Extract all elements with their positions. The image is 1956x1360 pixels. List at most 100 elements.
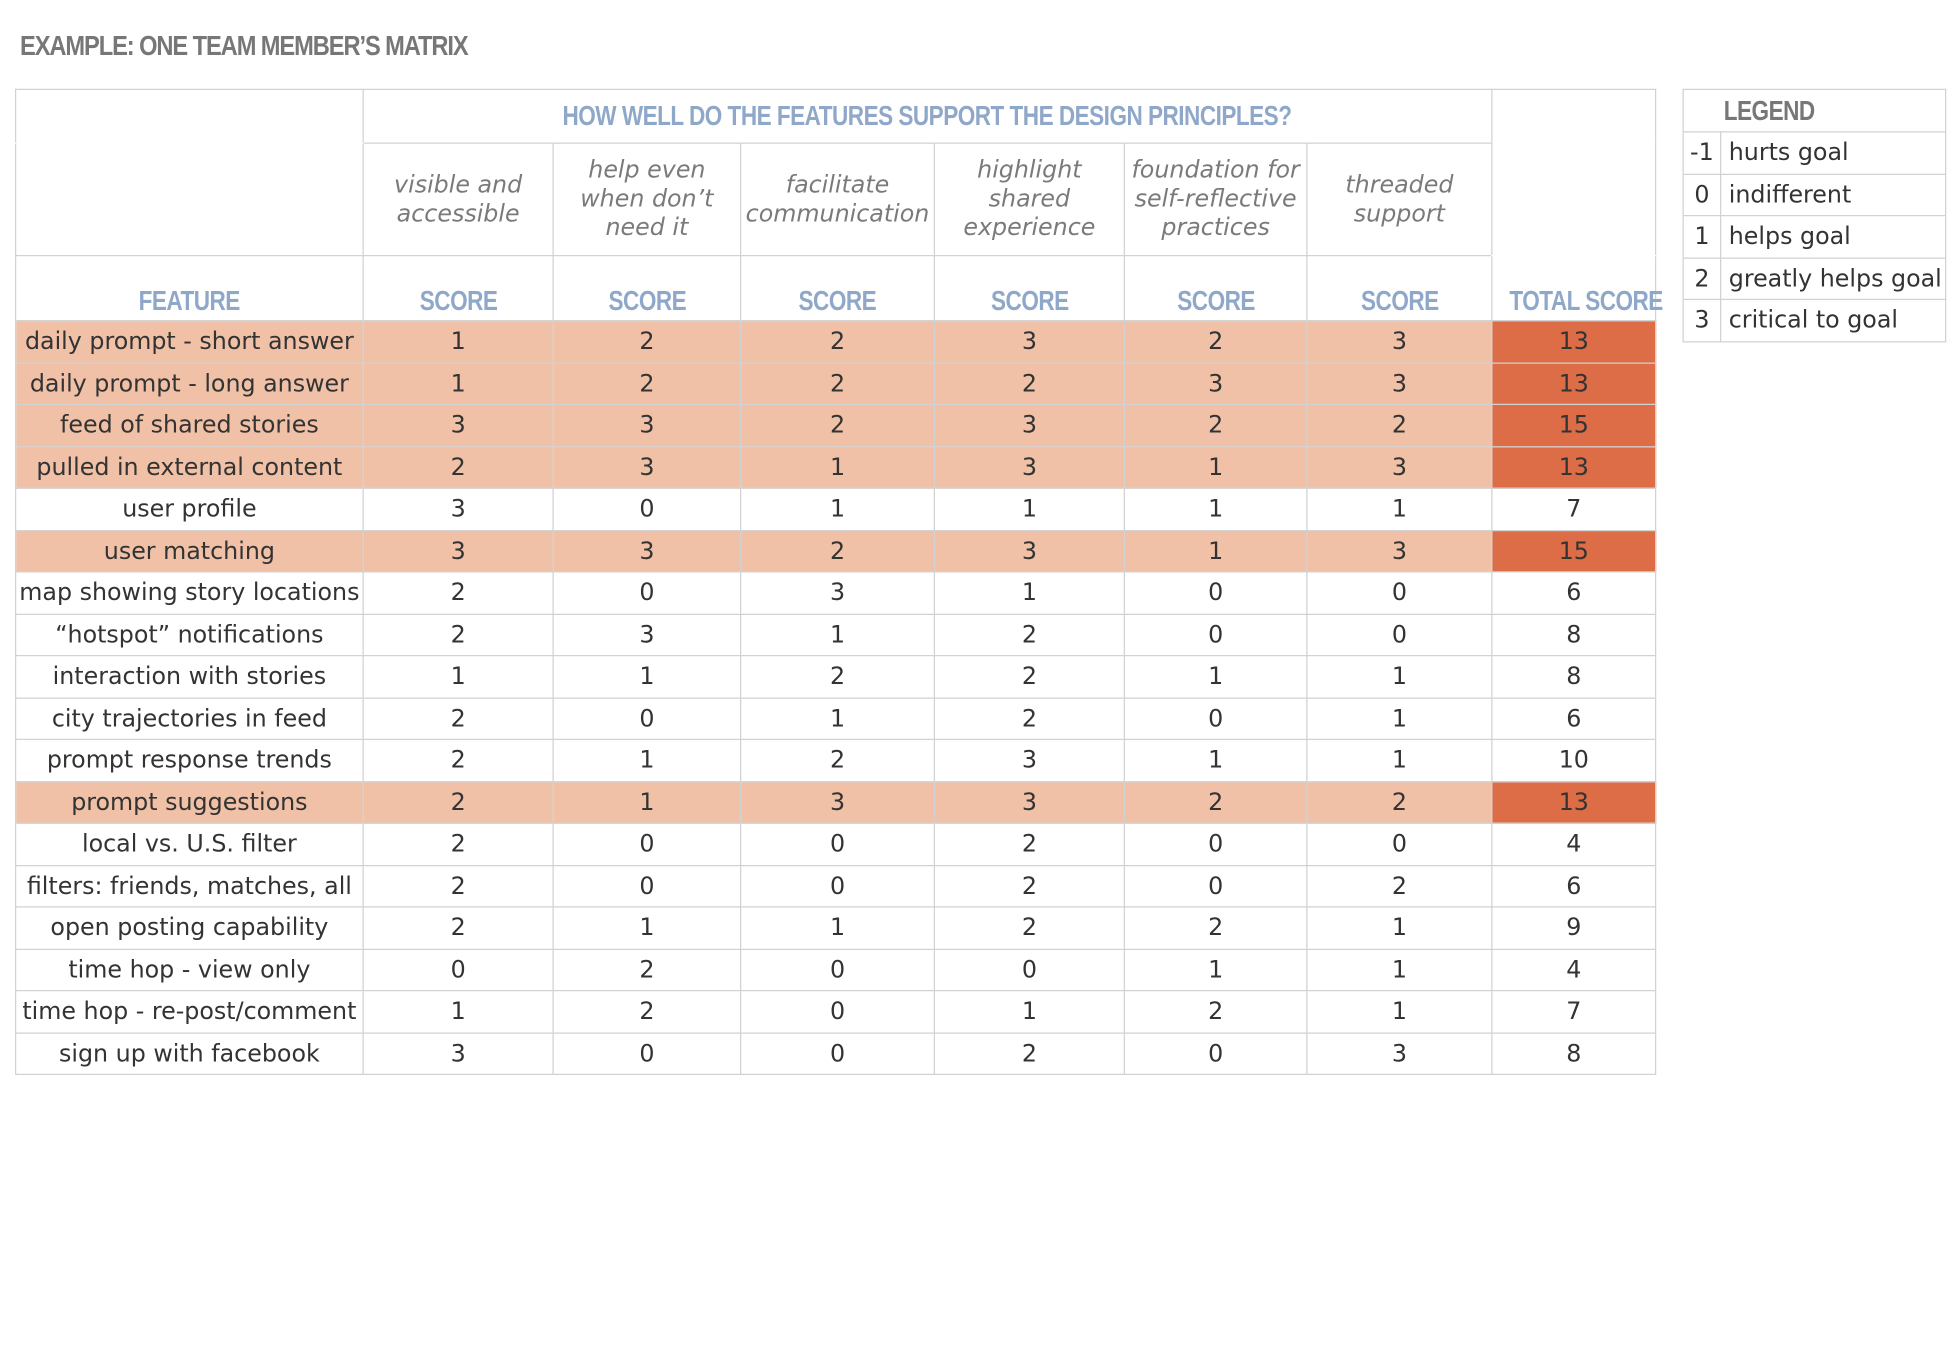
score-cell: 2 [362,822,554,866]
table-row: map showing story locations 2 0 3 1 0 0 6 [15,571,1657,615]
score-cell: 1 [362,655,554,699]
score-column-header-3: SCORE [740,255,935,322]
score-cell: 1 [740,487,935,531]
total-score-cell: 4 [1491,948,1657,992]
score-cell: 0 [1306,613,1493,657]
score-cell: 2 [1123,780,1308,824]
score-cell: 3 [1306,320,1493,364]
score-cell: 1 [740,696,935,740]
score-cell: 2 [933,696,1125,740]
score-cell: 3 [1306,445,1493,489]
score-cell: 2 [362,445,554,489]
score-cell: 3 [1306,361,1493,405]
table-row: local vs. U.S. filter 2 0 0 2 0 0 4 [15,822,1657,866]
score-cell: 0 [1123,696,1308,740]
total-score-cell: 13 [1491,445,1657,489]
score-cell: 3 [933,780,1125,824]
score-cell: 2 [933,655,1125,699]
score-cell: 0 [1123,613,1308,657]
score-cell: 0 [740,864,935,908]
score-cell: 1 [552,906,742,950]
score-cell: 3 [1306,529,1493,573]
table-row: pulled in external content 2 3 1 3 1 3 13 [15,445,1657,489]
score-cell: 2 [740,738,935,782]
score-cell: 3 [552,613,742,657]
score-cell: 1 [1306,738,1493,782]
total-score-cell: 7 [1491,990,1657,1034]
score-cell: 1 [362,990,554,1034]
score-cell: 1 [1306,948,1493,992]
score-cell: 1 [362,320,554,364]
total-score-cell: 8 [1491,655,1657,699]
total-score-cell: 6 [1491,571,1657,615]
score-cell: 2 [362,696,554,740]
score-cell: 0 [933,948,1125,992]
score-cell: 2 [933,1031,1125,1075]
table-row: user matching 3 3 2 3 1 3 15 [15,529,1657,573]
total-score-cell: 8 [1491,613,1657,657]
matrix-page: EXAMPLE: ONE TEAM MEMBER’S MATRIX HOW WE… [15,30,1947,1075]
feature-cell: time hop - view only [15,948,364,992]
score-cell: 0 [552,696,742,740]
principle-header-4: highlight shared experience [933,142,1125,257]
score-cell: 1 [552,780,742,824]
table-row: “hotspot” notifications 2 3 1 2 0 0 8 [15,613,1657,657]
legend-title: LEGEND [1682,88,1947,133]
feature-cell: local vs. U.S. filter [15,822,364,866]
legend-label: indifferent [1720,173,1947,217]
legend-row: 0 indifferent [1682,173,1947,217]
total-score-cell: 15 [1491,403,1657,447]
table-row: sign up with facebook 3 0 0 2 0 3 8 [15,1031,1657,1075]
score-cell: 2 [552,990,742,1034]
total-score-cell: 7 [1491,487,1657,531]
score-column-header-4: SCORE [933,255,1125,322]
score-cell: 0 [1306,822,1493,866]
score-cell: 0 [1123,571,1308,615]
score-cell: 0 [740,822,935,866]
corner-cell [15,88,364,144]
principle-header-3: facilitate communication [740,142,935,257]
feature-cell: pulled in external content [15,445,364,489]
table-row: time hop - re-post/comment 1 2 0 1 2 1 7 [15,990,1657,1034]
score-cell: 1 [1123,445,1308,489]
score-cell: 3 [362,487,554,531]
score-cell: 3 [1123,361,1308,405]
score-cell: 2 [933,864,1125,908]
feature-cell: user matching [15,529,364,573]
score-cell: 1 [740,613,935,657]
total-header-spacer [1491,88,1657,257]
score-cell: 3 [740,571,935,615]
score-cell: 0 [740,948,935,992]
score-cell: 1 [933,990,1125,1034]
score-cell: 1 [740,445,935,489]
score-cell: 2 [1306,864,1493,908]
score-cell: 2 [933,613,1125,657]
feature-cell: open posting capability [15,906,364,950]
score-cell: 0 [552,571,742,615]
score-cell: 2 [552,320,742,364]
page-caption: EXAMPLE: ONE TEAM MEMBER’S MATRIX [20,30,469,62]
corner-cell-lower [15,142,364,257]
score-cell: 3 [552,529,742,573]
score-cell: 1 [933,571,1125,615]
feature-cell: daily prompt - long answer [15,361,364,405]
score-cell: 3 [933,403,1125,447]
score-cell: 1 [1306,906,1493,950]
table-row: city trajectories in feed 2 0 1 2 0 1 6 [15,696,1657,740]
score-cell: 1 [1306,487,1493,531]
feature-cell: sign up with facebook [15,1031,364,1075]
score-cell: 0 [1123,864,1308,908]
score-cell: 2 [740,403,935,447]
score-cell: 3 [933,320,1125,364]
score-cell: 1 [1123,655,1308,699]
score-cell: 1 [1123,738,1308,782]
score-cell: 0 [740,990,935,1034]
score-cell: 1 [933,487,1125,531]
legend-table: LEGEND -1 hurts goal 0 indifferent 1 helps go… [1682,88,1947,342]
feature-cell: filters: friends, matches, all [15,864,364,908]
score-cell: 2 [740,320,935,364]
score-cell: 1 [362,361,554,405]
total-score-cell: 13 [1491,320,1657,364]
total-score-cell: 4 [1491,822,1657,866]
feature-cell: interaction with stories [15,655,364,699]
